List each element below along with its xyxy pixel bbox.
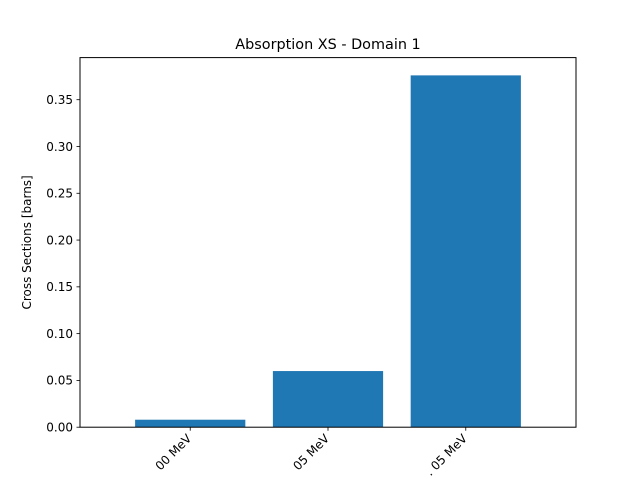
y-tick-label: 0.25 [46, 187, 73, 201]
bar-0 [135, 419, 246, 428]
y-tick-label: 0.10 [46, 327, 73, 341]
y-tick-label: 0.00 [46, 421, 73, 435]
y-tick-label: 0.05 [46, 374, 73, 388]
y-axis-ticks: 0.00 0.05 0.10 0.15 0.20 0.25 0.30 0.35 [46, 93, 80, 435]
chart-title: Absorption XS - Domain 1 [235, 37, 420, 53]
y-tick-label: 0.35 [46, 93, 73, 107]
bars-layer [135, 75, 521, 428]
bar-2 [410, 75, 521, 428]
y-axis-label: Cross Sections [barns] [20, 175, 34, 309]
y-tick-label: 0.30 [46, 140, 73, 154]
plot-frame [79, 57, 577, 428]
y-tick-label: 0.15 [46, 280, 73, 294]
y-tick-label: 0.20 [46, 233, 73, 247]
bar-1 [272, 371, 384, 428]
